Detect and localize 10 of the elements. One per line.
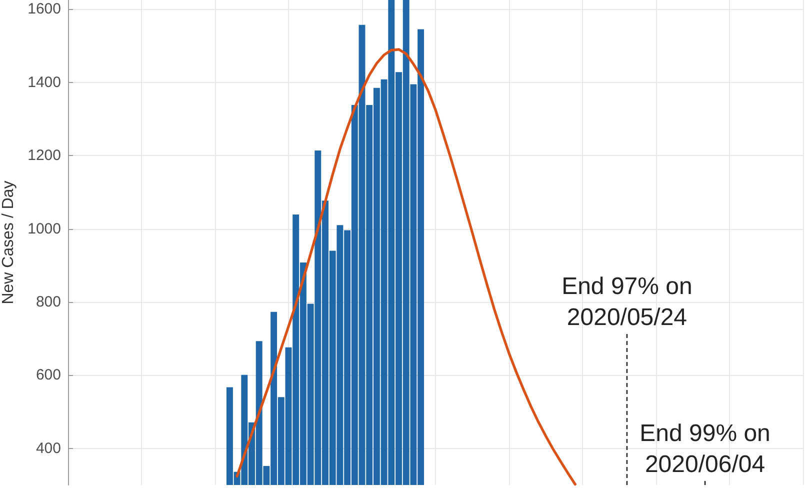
y-tick-label: 1400 [28,74,61,91]
annotation: End 99% on 2020/06/04 [640,420,770,478]
y-tick-label: 1200 [28,147,61,164]
y-tick-label: 800 [36,293,61,310]
y-tick-label: 1000 [28,220,61,238]
y-tick-label: 400 [36,440,61,457]
y-tick-label: 600 [36,366,61,384]
y-tick-label: 1600 [28,0,61,18]
annotation: End 97% on 2020/05/24 [562,273,692,332]
y-axis-title: New Cases / Day [0,180,18,304]
